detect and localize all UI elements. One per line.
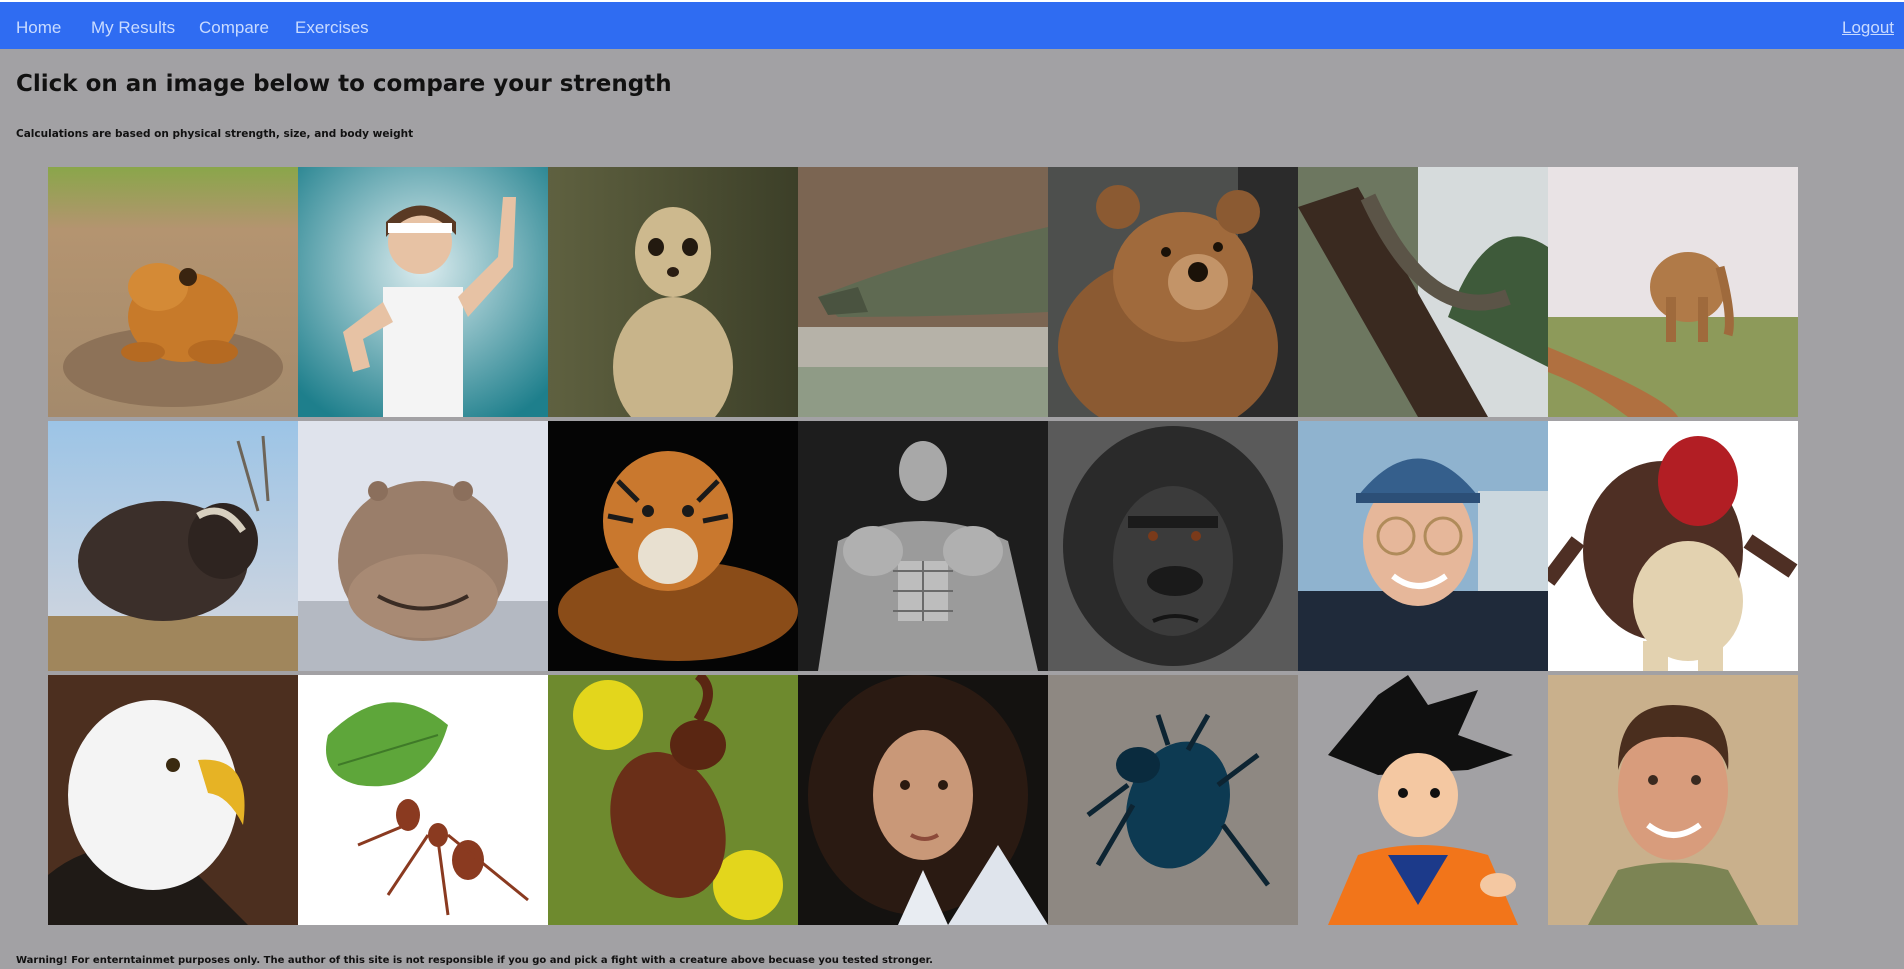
image-tiger[interactable] bbox=[548, 421, 798, 671]
image-smiling-man[interactable] bbox=[1548, 675, 1798, 925]
python-picture bbox=[1298, 167, 1548, 417]
tiger-picture bbox=[548, 421, 798, 671]
curly-haired-woman-picture bbox=[798, 675, 1048, 925]
image-crocodile[interactable] bbox=[798, 167, 1048, 417]
image-goku[interactable] bbox=[1298, 675, 1548, 925]
crocodile-picture bbox=[798, 167, 1048, 417]
warning-disclaimer: Warning! For enterntainmet purposes only… bbox=[16, 955, 933, 966]
image-elephant[interactable] bbox=[1548, 167, 1798, 417]
musk-ox-picture bbox=[48, 421, 298, 671]
page-subtitle: Calculations are based on physical stren… bbox=[16, 128, 414, 140]
eagle-picture bbox=[48, 675, 298, 925]
smiling-man-picture bbox=[1548, 675, 1798, 925]
nav-logout-link[interactable]: Logout bbox=[1842, 18, 1894, 37]
page-title: Click on an image below to compare your … bbox=[16, 71, 672, 97]
bodybuilder-picture bbox=[798, 421, 1048, 671]
image-bodybuilder[interactable] bbox=[798, 421, 1048, 671]
image-cartoon-monster[interactable] bbox=[1548, 421, 1798, 671]
nav-home-link[interactable]: Home bbox=[16, 18, 62, 37]
skinny-man-picture bbox=[298, 167, 548, 417]
gorilla-picture bbox=[1048, 421, 1298, 671]
image-gorilla[interactable] bbox=[1048, 421, 1298, 671]
bear-picture bbox=[1048, 167, 1298, 417]
nav-my-results-link[interactable]: My Results bbox=[91, 18, 176, 37]
image-hippo[interactable] bbox=[298, 421, 548, 671]
image-python[interactable] bbox=[1298, 167, 1548, 417]
cartoon-monster-picture bbox=[1548, 421, 1798, 671]
frog-picture bbox=[48, 167, 298, 417]
meerkat-picture bbox=[548, 167, 798, 417]
image-meerkat[interactable] bbox=[548, 167, 798, 417]
man-in-cap-picture bbox=[1298, 421, 1548, 671]
image-frog[interactable] bbox=[48, 167, 298, 417]
elephant-picture bbox=[1548, 167, 1798, 417]
image-man-in-cap[interactable] bbox=[1298, 421, 1548, 671]
image-musk-ox[interactable] bbox=[48, 421, 298, 671]
image-rhinoceros-beetle[interactable] bbox=[548, 675, 798, 925]
image-curly-haired-woman[interactable] bbox=[798, 675, 1048, 925]
image-eagle[interactable] bbox=[48, 675, 298, 925]
rhinoceros-beetle-picture bbox=[548, 675, 798, 925]
nav-exercises-link[interactable]: Exercises bbox=[295, 18, 369, 37]
image-leafcutter-ant[interactable] bbox=[298, 675, 548, 925]
nav-compare-link[interactable]: Compare bbox=[199, 18, 269, 37]
navbar: Home My Results Compare Exercises Logout bbox=[0, 0, 1904, 49]
image-dung-beetle[interactable] bbox=[1048, 675, 1298, 925]
leafcutter-ant-picture bbox=[298, 675, 548, 925]
dung-beetle-picture bbox=[1048, 675, 1298, 925]
image-skinny-man[interactable] bbox=[298, 167, 548, 417]
image-gallery bbox=[48, 167, 1798, 925]
goku-picture bbox=[1298, 675, 1548, 925]
image-bear[interactable] bbox=[1048, 167, 1298, 417]
hippo-picture bbox=[298, 421, 548, 671]
